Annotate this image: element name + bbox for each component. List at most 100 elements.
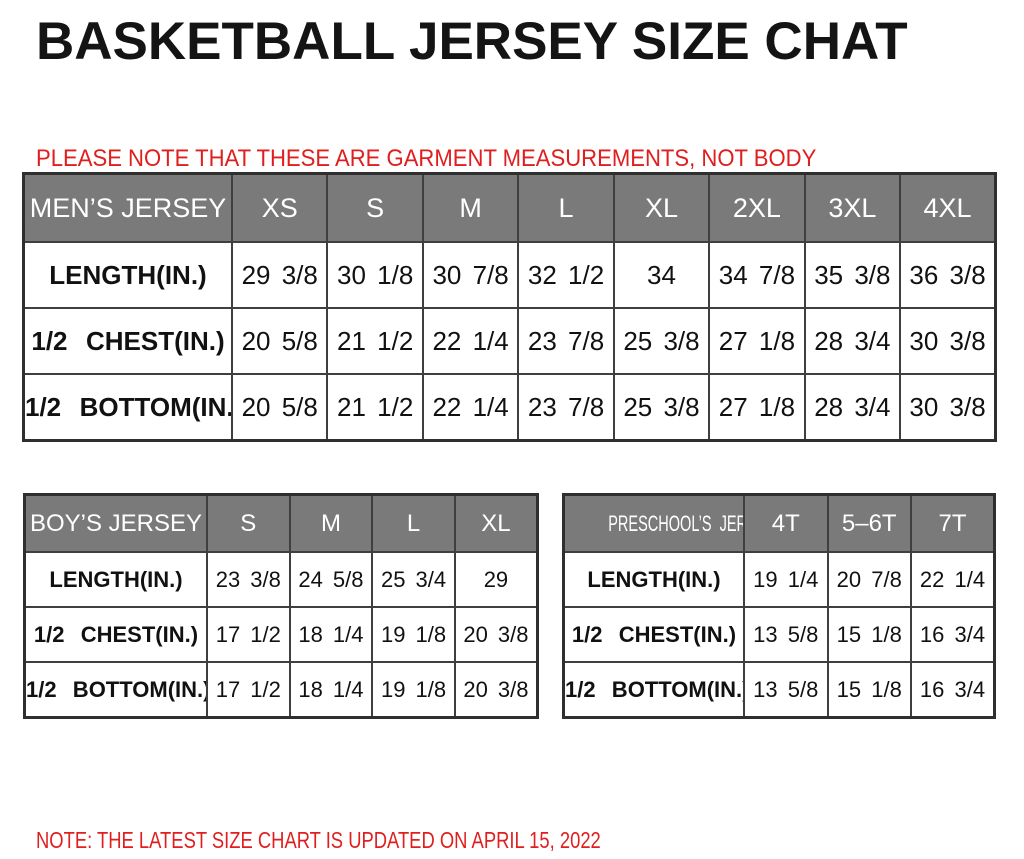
measurement-value-cell: 32 1/2 <box>517 241 615 309</box>
size-header-cell: L <box>371 493 456 553</box>
measurement-value-cell: 21 1/2 <box>326 307 424 375</box>
size-header-cell: 2XL <box>708 172 806 243</box>
size-label: XL <box>644 192 678 223</box>
measurement-value-cell: 22 1/4 <box>910 551 996 608</box>
measurement-value-cell: 18 1/4 <box>288 606 374 663</box>
size-label: L <box>406 509 421 537</box>
measurement-row: 1/2 BOTTOM(IN.) 20 5/8 21 1/2 22 1/4 23 7/8 2… <box>22 373 997 442</box>
size-header-cell: S <box>326 172 424 243</box>
size-header-cell: M <box>421 172 520 243</box>
measurement-value-cell: 18 1/4 <box>288 661 374 719</box>
size-label: 5–6T <box>841 509 897 537</box>
measurement-value-cell: 17 1/2 <box>206 606 291 663</box>
measurement-value-cell: 15 1/8 <box>826 606 912 663</box>
measurement-value-cell: 20 5/8 <box>230 373 329 442</box>
table-title-label: MEN’S JERSEY <box>29 192 227 223</box>
size-label: XL <box>481 509 511 537</box>
measurement-value-cell: 29 <box>453 551 539 608</box>
measurement-value-cell: 29 3/8 <box>230 241 329 309</box>
size-label: 7T <box>938 509 967 537</box>
measurement-value-cell: 23 3/8 <box>206 551 291 608</box>
measurement-value-cell: 22 1/4 <box>421 373 520 442</box>
measurement-value-cell: 30 1/8 <box>326 241 424 309</box>
size-header-cell: M <box>288 493 374 553</box>
size-label: S <box>240 509 257 537</box>
measurement-value-cell: 25 3/4 <box>371 551 456 608</box>
page-title: BASKETBALL JERSEY SIZE CHAT <box>36 12 908 71</box>
row-label-cell: 1/2 CHEST(IN.) <box>22 307 233 375</box>
table-title-cell: BOY’S JERSEY <box>23 493 208 553</box>
row-label-cell: LENGTH(IN.) <box>23 551 208 608</box>
measurement-value-cell: 24 5/8 <box>288 551 374 608</box>
measurement-value-cell: 22 1/4 <box>421 307 520 375</box>
table-title-cell: PRESCHOOL’S JERSEY <box>562 493 745 553</box>
measurement-value-cell: 28 3/4 <box>803 307 902 375</box>
measurement-value-cell: 20 5/8 <box>230 307 329 375</box>
measurement-row: 1/2 CHEST(IN.) 20 5/8 21 1/2 22 1/4 23 7/8 25… <box>22 307 997 375</box>
measurement-value-cell: 15 1/8 <box>826 661 912 719</box>
header-row: BOY’S JERSEY S M L XL <box>23 493 539 553</box>
measurement-value-cell: 30 7/8 <box>421 241 520 309</box>
measurement-value-cell: 36 3/8 <box>899 241 997 309</box>
update-note-line-1: NOTE: THE LATEST SIZE CHART IS UPDATED O… <box>36 827 601 853</box>
measurement-value-cell: 16 3/4 <box>910 661 996 719</box>
size-header-cell: XL <box>612 172 711 243</box>
measurement-row: LENGTH(IN.) 19 1/4 20 7/8 22 1/4 <box>562 551 996 608</box>
size-header-cell: S <box>206 493 291 553</box>
table-title-label: PRESCHOOL’S JERSEY <box>608 510 742 536</box>
measurement-value-cell: 13 5/8 <box>743 606 829 663</box>
row-label-cell: 1/2 BOTTOM(IN.) <box>23 661 208 719</box>
measurement-value-cell: 35 3/8 <box>803 241 902 309</box>
size-header-cell: XL <box>453 493 539 553</box>
measurement-value-cell: 27 1/8 <box>708 373 806 442</box>
size-header-cell: 3XL <box>803 172 902 243</box>
measurement-value-cell: 27 1/8 <box>708 307 806 375</box>
measurement-value-cell: 13 5/8 <box>743 661 829 719</box>
size-header-cell: L <box>517 172 615 243</box>
row-label-cell: 1/2 CHEST(IN.) <box>23 606 208 663</box>
size-header-cell: 5–6T <box>826 493 912 553</box>
size-label: 4T <box>771 509 800 537</box>
size-label: XS <box>261 192 298 223</box>
measurement-value-cell: 23 7/8 <box>517 307 615 375</box>
row-label-cell: LENGTH(IN.) <box>22 241 233 309</box>
measurement-value-cell: 19 1/4 <box>743 551 829 608</box>
measurement-value-cell: 34 7/8 <box>708 241 806 309</box>
measurement-row: 1/2 BOTTOM(IN.) 13 5/8 15 1/8 16 3/4 <box>562 661 996 719</box>
size-label: M <box>320 509 341 537</box>
size-label: 3XL <box>828 192 877 223</box>
measurement-value-cell: 30 3/8 <box>899 373 997 442</box>
size-label: 2XL <box>732 192 781 223</box>
size-header-cell: 4T <box>743 493 829 553</box>
measurement-value-cell: 34 <box>612 241 711 309</box>
size-label: 4XL <box>923 192 972 223</box>
mens-jersey-size-table: MEN’S JERSEY XS S M L XL 2XL 3XL 4XL LENGTH(IN.) 2… <box>22 172 997 442</box>
measurement-row: 1/2 CHEST(IN.) 13 5/8 15 1/8 16 3/4 <box>562 606 996 663</box>
boys-jersey-size-table: BOY’S JERSEY S M L XL LENGTH(IN.) 23 3/8 24 5/8… <box>23 493 539 719</box>
header-row: MEN’S JERSEY XS S M L XL 2XL 3XL 4XL <box>22 172 997 243</box>
row-label-cell: 1/2 CHEST(IN.) <box>562 606 745 663</box>
measurement-row: LENGTH(IN.) 23 3/8 24 5/8 25 3/4 29 <box>23 551 539 608</box>
measurement-value-cell: 19 1/8 <box>371 606 456 663</box>
measurement-value-cell: 20 3/8 <box>453 606 539 663</box>
measurement-value-cell: 25 3/8 <box>612 373 711 442</box>
measurement-value-cell: 19 1/8 <box>371 661 456 719</box>
measurement-value-cell: 21 1/2 <box>326 373 424 442</box>
size-label: L <box>558 192 574 223</box>
update-notes: NOTE: THE LATEST SIZE CHART IS UPDATED O… <box>36 748 921 859</box>
garment-note-line-1: PLEASE NOTE THAT THESE ARE GARMENT MEASU… <box>36 145 817 172</box>
size-label: M <box>459 192 482 223</box>
row-label-cell: LENGTH(IN.) <box>562 551 745 608</box>
measurement-value-cell: 28 3/4 <box>803 373 902 442</box>
measurement-value-cell: 25 3/8 <box>612 307 711 375</box>
preschool-jersey-size-table: PRESCHOOL’S JERSEY 4T 5–6T 7T LENGTH(IN.)19 … <box>562 493 996 719</box>
measurement-value-cell: 16 3/4 <box>910 606 996 663</box>
row-label-cell: 1/2 BOTTOM(IN.) <box>22 373 233 442</box>
measurement-value-cell: 20 7/8 <box>826 551 912 608</box>
size-header-cell: 4XL <box>899 172 997 243</box>
measurement-row: 1/2 BOTTOM(IN.) 17 1/2 18 1/4 19 1/8 20 3/8 <box>23 661 539 719</box>
size-header-cell: XS <box>230 172 329 243</box>
row-label-cell: 1/2 BOTTOM(IN.) <box>562 661 745 719</box>
size-header-cell: 7T <box>910 493 996 553</box>
